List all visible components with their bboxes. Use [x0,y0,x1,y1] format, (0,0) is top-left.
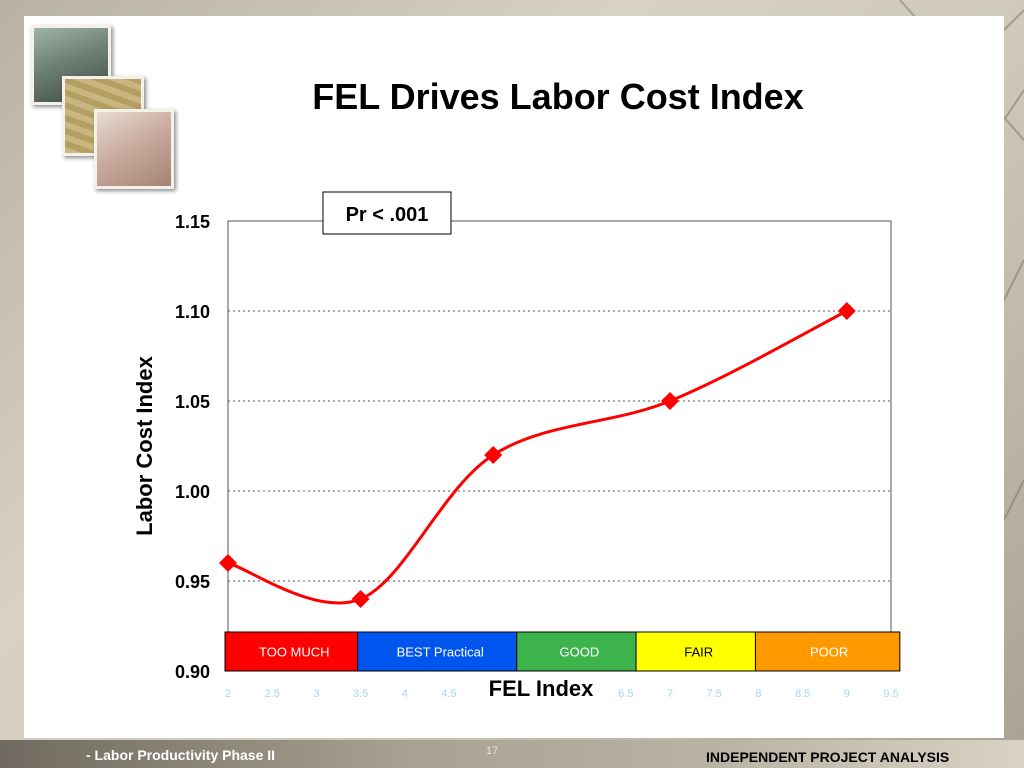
x-tick-label: 3 [313,688,319,700]
x-tick-label: 2.5 [265,688,280,700]
data-point-marker [351,590,370,608]
y-axis-title: Labor Cost Index [132,355,157,535]
band-label: GOOD [560,645,600,660]
fel-category-band [754,631,901,672]
y-tick-label: 1.00 [175,482,210,502]
band-label: FAIR [684,645,713,660]
x-tick-label: 8.5 [795,688,810,700]
page-number: 17 [486,745,499,757]
x-axis-title: FEL Index [489,676,594,701]
photo-collage [28,22,178,189]
x-axis-label-bg [475,672,609,704]
y-tick-label: 0.90 [175,662,210,682]
significance-annotation: Pr < .001 [346,204,429,226]
fel-category-band [224,631,362,672]
plot-area [227,220,892,672]
significance-box [322,191,452,235]
x-tick-label: 2 [225,688,231,700]
slide-title: FEL Drives Labor Cost Index [312,76,804,117]
band-label: TOO MUCH [259,645,330,660]
y-tick-label: 1.10 [175,302,210,322]
footer-presentation-name: - Labor Productivity Phase II [86,747,276,763]
data-point-marker [837,302,856,320]
y-tick-label: 1.05 [175,392,210,412]
footer-company-name: INDEPENDENT PROJECT ANALYSIS [706,749,950,765]
fel-category-band [516,631,640,672]
band-label: POOR [810,645,848,660]
x-tick-label: 9 [844,688,850,700]
x-tick-label: 8 [755,688,761,700]
x-tick-label: 4.5 [441,688,456,700]
site-photo [94,109,174,189]
data-point-marker [484,446,503,464]
footer-bar [0,740,1024,768]
x-tick-label: 3.5 [353,688,368,700]
x-tick-label: 9.5 [883,688,898,700]
x-tick-label: 4 [402,688,408,700]
x-tick-label: 7 [667,688,673,700]
band-label: BEST Practical [397,645,484,660]
y-tick-label: 1.15 [175,212,210,232]
x-tick-label: 6.5 [618,688,633,700]
x-tick-label: 7.5 [707,688,722,700]
data-point-marker [219,554,237,572]
y-tick-label: 0.95 [175,572,210,592]
data-point-marker [661,392,679,410]
